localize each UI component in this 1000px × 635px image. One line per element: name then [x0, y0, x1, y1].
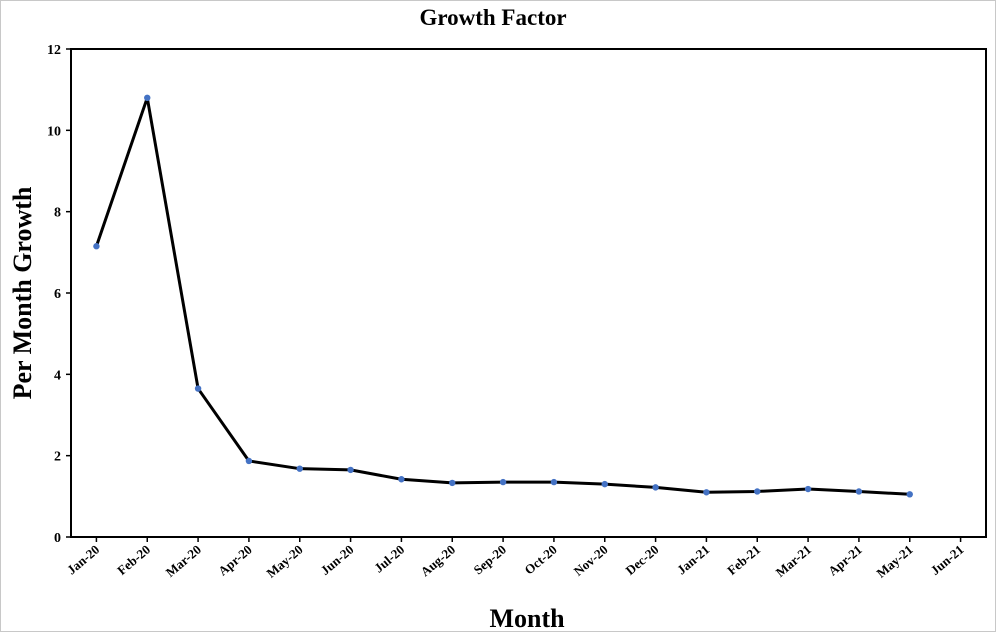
y-tick-label: 6: [54, 287, 61, 302]
y-axis-title: Per Month Growth: [8, 186, 37, 399]
y-tick-label: 0: [54, 531, 61, 546]
data-point: [754, 488, 761, 495]
x-tick-label: Jun-20: [318, 542, 357, 578]
data-point: [245, 457, 253, 465]
x-tick-label: Mar-20: [163, 542, 204, 580]
data-point: [499, 478, 507, 486]
x-tick-label: Jul-20: [371, 542, 407, 576]
data-point: [550, 478, 558, 486]
x-tick-label: Jan-20: [64, 542, 102, 578]
x-tick-label: Dec-20: [623, 542, 662, 578]
x-axis-title: Month: [489, 604, 565, 633]
plot-border: [70, 48, 987, 538]
x-tick-label: Jun-21: [928, 542, 967, 578]
x-tick-label: Jan-21: [674, 542, 712, 578]
x-tick-label: Sep-20: [471, 542, 509, 578]
x-tick-label: Oct-20: [521, 542, 559, 578]
data-point: [855, 488, 863, 495]
data-point: [296, 465, 303, 472]
plot-area: 0 2 4 6 8 10 12 Jan-20 Feb-20 Mar-20 Apr-20 May-20 J…: [47, 43, 987, 581]
data-point: [194, 385, 202, 392]
x-tick-label: May-20: [263, 542, 305, 581]
data-point: [93, 243, 100, 250]
y-tick-label: 8: [54, 206, 61, 221]
data-point: [144, 94, 151, 102]
x-tick-label: Aug-20: [418, 542, 459, 579]
data-point: [347, 466, 354, 474]
x-tick-label: Apr-20: [215, 542, 255, 579]
x-tick-label: May-21: [873, 542, 915, 581]
x-tick-label: Feb-21: [724, 542, 763, 578]
data-point: [703, 489, 710, 496]
data-point: [652, 484, 659, 491]
y-tick-label: 10: [47, 124, 61, 139]
y-tick-label: 2: [54, 450, 61, 465]
y-tick-label: 4: [54, 368, 61, 383]
data-point: [601, 480, 608, 488]
x-tick-label: Apr-21: [825, 542, 865, 579]
x-tick-label: Mar-21: [773, 542, 814, 580]
data-point: [906, 491, 913, 498]
x-tick-label: Feb-20: [114, 542, 153, 578]
data-point: [398, 476, 405, 483]
x-tick-label: Nov-20: [571, 542, 611, 579]
series-line: [94, 96, 910, 496]
data-point: [449, 479, 456, 487]
y-tick-label: 12: [47, 43, 61, 58]
data-point: [804, 485, 812, 493]
chart-title: Growth Factor: [419, 5, 566, 30]
